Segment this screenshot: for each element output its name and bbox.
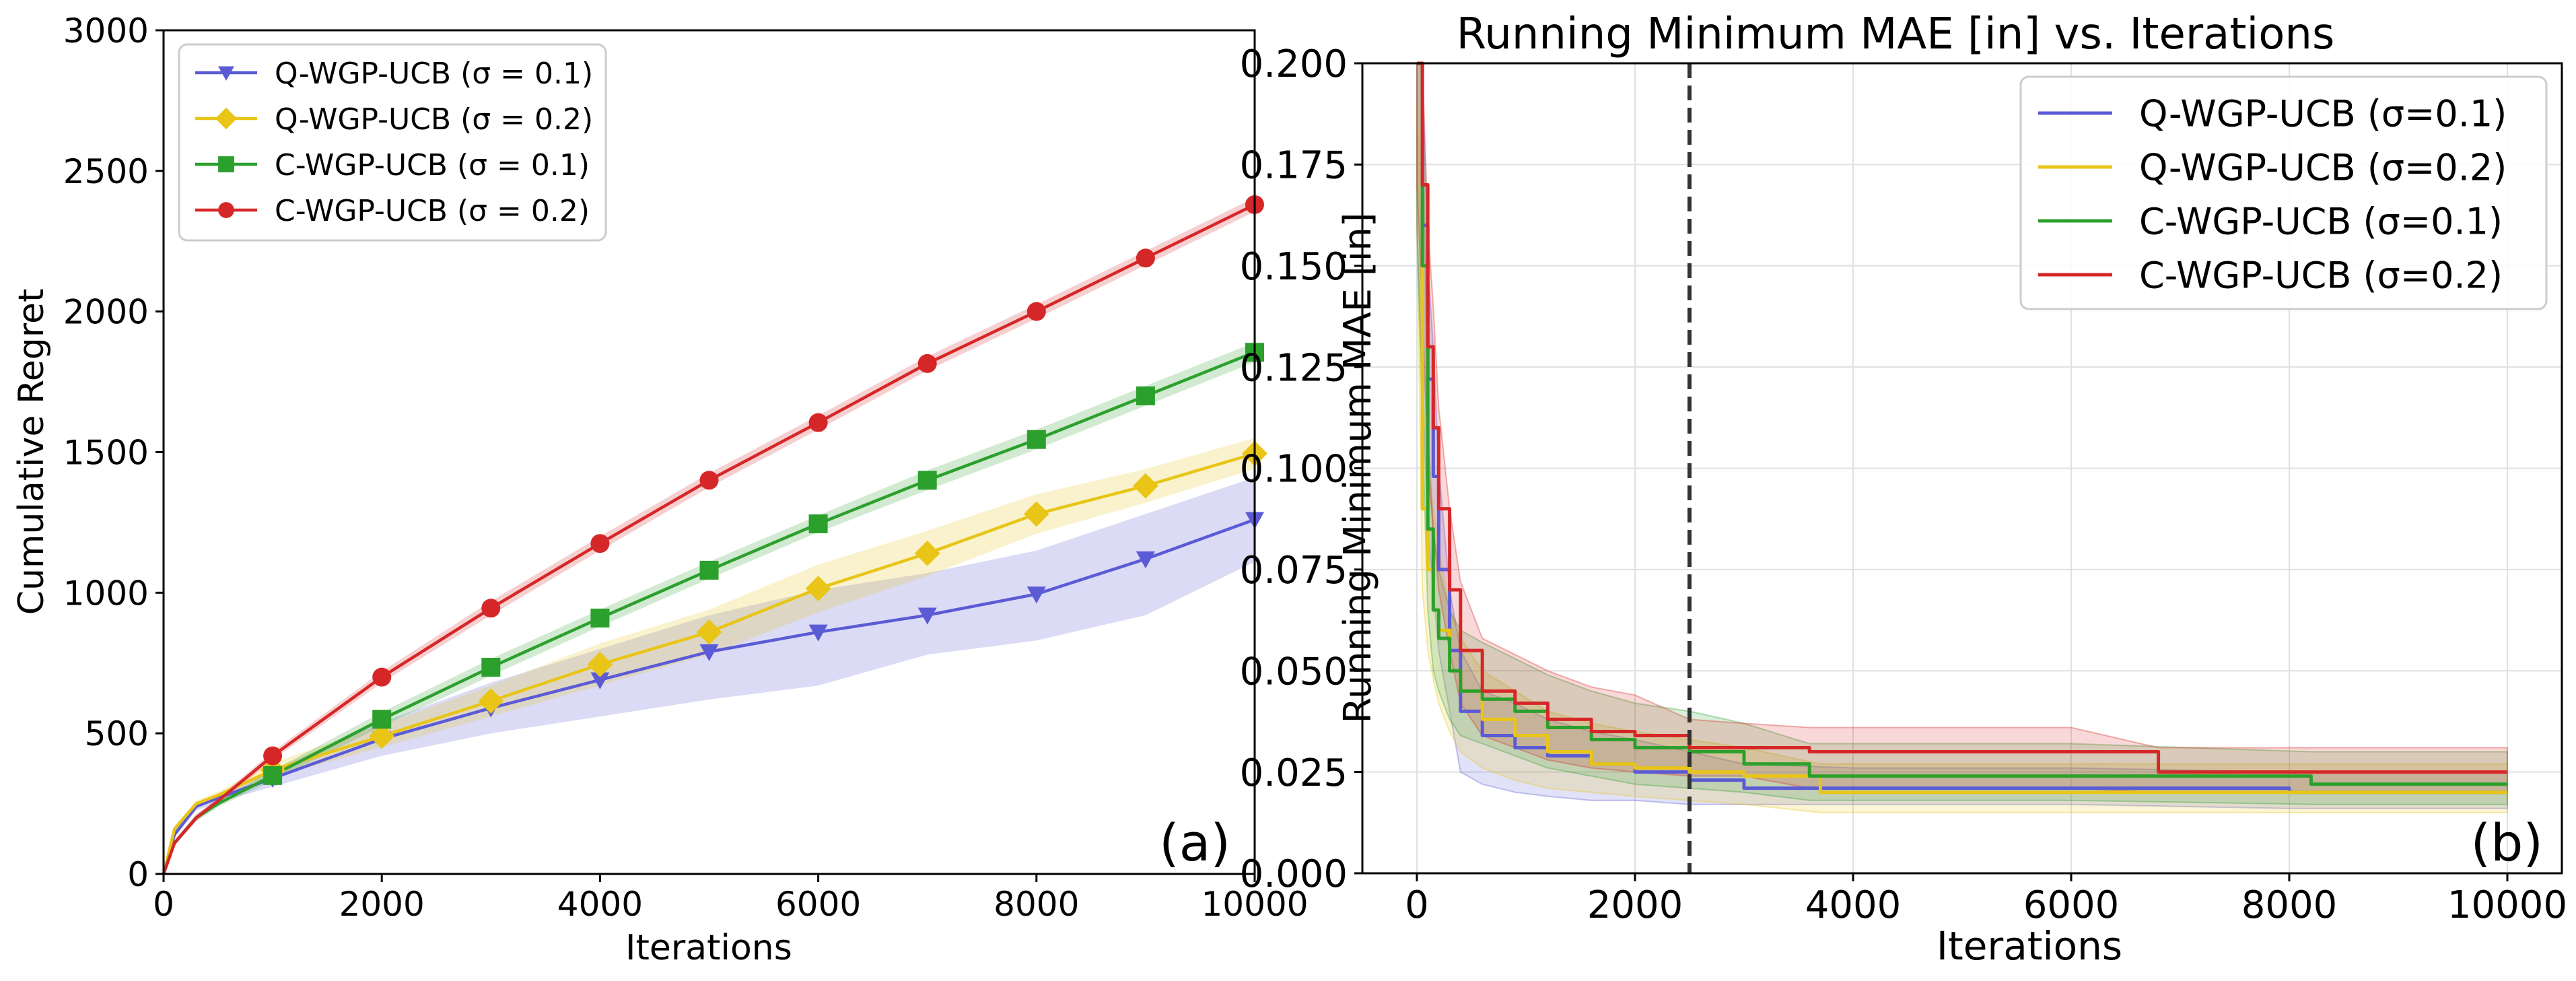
chart-a-y-axis-label: Cumulative Regret (11, 289, 52, 615)
chart-a-marker-series-4 (263, 746, 283, 766)
chart-b-x-tick-label: 8000 (2241, 883, 2338, 927)
chart-a-marker-series-2 (914, 540, 940, 566)
chart-b-panel-label: (b) (2470, 813, 2543, 873)
chart-a-marker-series-1 (590, 672, 610, 689)
chart-a-y-tick-label: 3000 (63, 11, 149, 50)
chart-a-line-series-4 (162, 203, 1255, 875)
chart-a-marker-series-4 (590, 534, 610, 553)
chart-b-y-tick-label: 0.075 (1240, 549, 1348, 593)
chart-b-legend-frame (2019, 75, 2548, 310)
chart-b-x-tick-label: 10000 (2447, 883, 2567, 927)
chart-a-legend-marker-series-3 (218, 156, 234, 172)
chart-a-marker-series-2 (1133, 473, 1158, 499)
chart-a-marker-series-4 (808, 413, 828, 432)
chart-b-x-axis-label: Iterations (1937, 923, 2122, 969)
chart-b-y-tick-label: 0.100 (1240, 448, 1348, 492)
chart-a-legend-marker-series-4 (218, 202, 234, 218)
chart-b-x-tick-label: 0 (1405, 883, 1429, 927)
chart-a-marker-series-3 (808, 514, 828, 534)
chart-a-y-tick-label: 2000 (63, 293, 149, 332)
chart-a-x-tick-label: 2000 (339, 885, 425, 924)
chart-a: 0 2000 4000 6000 8000 10000 0 500 1000 1500 2000 2… (11, 11, 1309, 968)
chart-a-marker-series-2 (587, 651, 613, 677)
chart-a-marker-series-2 (1023, 501, 1049, 527)
chart-b-legend-label-series-3: C-WGP-UCB (σ=0.1) (2139, 200, 2503, 242)
chart-a-line-series-2 (162, 452, 1255, 875)
chart-a-marker-series-3 (917, 471, 937, 490)
chart-a-marker-series-2 (696, 619, 722, 645)
chart-a-marker-series-4 (1136, 248, 1155, 268)
chart-b-y-tick-label: 0.200 (1240, 42, 1348, 86)
chart-b-x-tick-label: 4000 (1805, 883, 1902, 927)
chart-a-marker-series-1 (1136, 551, 1155, 569)
chart-a-y-tick-label: 500 (85, 714, 149, 753)
chart-a-marker-series-4 (481, 599, 501, 618)
chart-b-legend: Q-WGP-UCB (σ=0.1) Q-WGP-UCB (σ=0.2) C-WGP-… (2019, 75, 2548, 310)
chart-b-y-tick-label: 0.050 (1240, 650, 1348, 694)
chart-b-line-series-3 (1417, 61, 2507, 786)
chart-a-band-series-2 (164, 438, 1255, 874)
chart-a-legend-label-series-4: C-WGP-UCB (σ = 0.2) (275, 194, 590, 228)
chart-a-legend-marker-series-2 (215, 107, 238, 130)
chart-b-y-tick-label: 0.000 (1240, 852, 1348, 896)
chart-a-marker-series-3 (1136, 386, 1155, 405)
chart-a-marker-series-4 (372, 667, 392, 687)
chart-a-marker-series-2 (369, 723, 395, 749)
chart-a-panel-label: (a) (1159, 813, 1230, 873)
chart-a-marker-series-3 (372, 710, 392, 729)
chart-b-x-tick-label: 2000 (1587, 883, 1683, 927)
chart-a-marker-series-4 (1026, 302, 1046, 321)
chart-a-marker-series-3 (1026, 430, 1046, 449)
chart-a-marker-series-3 (481, 658, 501, 677)
chart-b: Running Minimum MAE [in] vs. Iterations … (1240, 9, 2567, 969)
chart-a-x-tick-label: 8000 (994, 885, 1079, 924)
chart-a-legend-label-series-1: Q-WGP-UCB (σ = 0.1) (275, 57, 593, 91)
chart-b-y-tick-label: 0.150 (1240, 245, 1348, 289)
chart-a-y-tick-label: 2500 (63, 152, 149, 191)
chart-b-y-axis-label: Running Minimum MAE [in] (1336, 212, 1380, 723)
chart-a-band-series-1 (164, 477, 1255, 874)
chart-a-marker-series-4 (699, 471, 719, 490)
chart-a-marker-series-1 (699, 644, 719, 662)
chart-b-legend-label-series-2: Q-WGP-UCB (σ=0.2) (2139, 146, 2507, 189)
chart-a-marker-series-3 (699, 560, 719, 580)
chart-a-legend-marker-series-1 (218, 66, 234, 81)
chart-a-marker-series-2 (478, 688, 504, 714)
chart-a-x-tick-label: 0 (153, 885, 174, 924)
chart-a-x-tick-label: 4000 (557, 885, 643, 924)
chart-a-y-tick-label: 1000 (63, 574, 149, 613)
chart-b-line-series-4 (1417, 61, 2507, 774)
chart-a-marker-series-1 (808, 624, 828, 642)
chart-a-x-tick-label: 10000 (1201, 885, 1308, 924)
chart-b-legend-label-series-1: Q-WGP-UCB (σ=0.1) (2139, 92, 2507, 135)
chart-a-marker-series-2 (805, 576, 831, 601)
chart-a-y-tick-label: 1500 (63, 434, 149, 473)
chart-a-marker-series-1 (917, 607, 937, 625)
chart-b-x-tick-label: 6000 (2023, 883, 2120, 927)
chart-b-y-tick-label: 0.125 (1240, 346, 1348, 390)
chart-a-marker-series-3 (590, 608, 610, 628)
chart-a-x-tick-label: 6000 (775, 885, 861, 924)
chart-a-line-series-1 (162, 518, 1255, 875)
chart-a-legend-frame (178, 43, 607, 242)
chart-a-y-tick-label: 0 (127, 855, 149, 894)
chart-b-y-tick-label: 0.025 (1240, 751, 1348, 795)
chart-a-x-axis-label: Iterations (625, 928, 792, 968)
chart-b-title: Running Minimum MAE [in] vs. Iterations (1457, 9, 2335, 59)
chart-b-legend-label-series-4: C-WGP-UCB (σ=0.2) (2139, 254, 2503, 296)
chart-a-legend-label-series-3: C-WGP-UCB (σ = 0.1) (275, 148, 590, 182)
chart-a-legend: Q-WGP-UCB (σ = 0.1) Q-WGP-UCB (σ = 0.2) C-… (178, 43, 607, 242)
chart-a-marker-series-3 (263, 766, 283, 785)
chart-b-y-tick-label: 0.175 (1240, 144, 1348, 188)
chart-a-marker-series-1 (1026, 586, 1046, 604)
chart-a-legend-label-series-2: Q-WGP-UCB (σ = 0.2) (275, 102, 593, 137)
chart-a-marker-series-4 (917, 353, 937, 373)
